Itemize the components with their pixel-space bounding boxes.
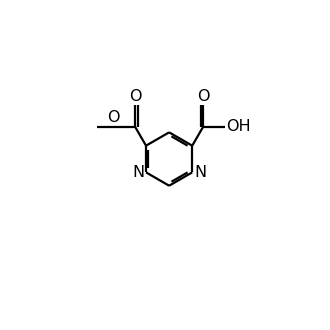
Text: O: O xyxy=(129,89,141,104)
Text: OH: OH xyxy=(226,119,250,135)
Text: O: O xyxy=(197,89,210,104)
Text: N: N xyxy=(132,165,144,180)
Text: N: N xyxy=(194,165,206,180)
Text: O: O xyxy=(107,110,120,125)
